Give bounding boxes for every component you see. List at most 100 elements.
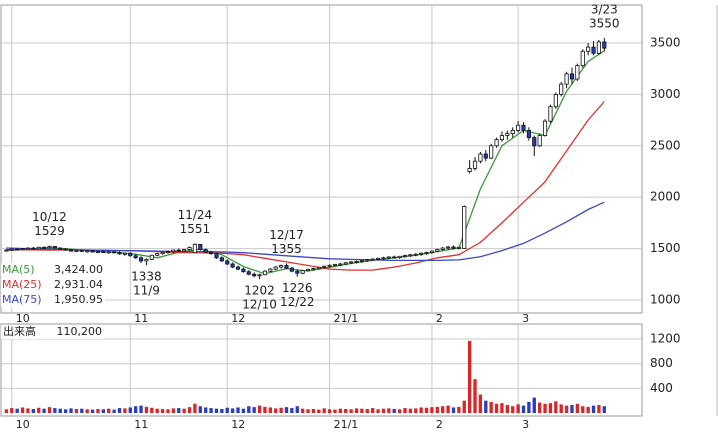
candle-body [273,266,278,270]
annotation-date: 12/10 [242,298,277,312]
candle-body [52,246,57,249]
candle-body [526,129,531,138]
candle-body [138,257,144,262]
volume-bar [63,409,68,413]
volume-tick-label: 800 [650,356,673,370]
volume-bar [317,409,321,413]
candle-body [74,250,79,252]
volume-title: 出来高 [3,324,36,338]
candle-body [499,135,505,141]
candle-body [58,247,63,250]
legend-box [1,278,105,292]
legend-box [1,293,105,307]
volume-bar [360,408,364,413]
candle-body [246,271,251,275]
annotation-date: 3/23 [591,2,618,16]
candle-body [203,249,208,253]
volume-bar [198,406,202,413]
volume-bar [543,403,547,413]
volume-bar [144,406,149,413]
candle-body [155,253,160,256]
volume-bar [478,394,483,413]
volume-bar [31,408,35,413]
volume-bar [133,406,138,413]
candle-body [31,247,36,250]
volume-bar [204,407,208,413]
volume-bar [42,408,46,413]
volume-bar [209,408,213,413]
volume-bar [20,407,25,413]
volume-bar [322,408,326,413]
candle-body [187,247,192,250]
volume-bar [247,406,251,413]
volume-bar [338,408,343,413]
volume-bar [354,408,359,413]
volume-bar [365,408,369,413]
candle-body [548,106,553,122]
legend-value: 2,931.04 [54,278,103,291]
candle-body [472,160,478,169]
volume-bar [554,401,558,413]
volume-bar [171,408,176,413]
candle-body [209,251,214,255]
candle-body [101,251,106,254]
candle-body [381,257,386,260]
volume-bar [241,408,246,413]
candle-body [451,246,456,249]
candle-body [338,263,343,266]
candle-body [149,254,154,260]
volume-bar [441,406,445,413]
volume-bar [107,408,111,413]
candle-body [300,270,305,274]
volume-bar [123,408,127,413]
candle-body [402,255,408,257]
volume-bar [575,403,580,413]
candle-body [25,247,31,250]
volume-bar [139,405,143,413]
volume-bar [371,408,375,413]
volume-bar [284,407,289,413]
y-tick-label: 2500 [650,138,681,152]
volume-bar [117,408,122,413]
candle-body [429,250,434,253]
candle-body [257,274,262,277]
candle-body [586,46,591,52]
volume-bar [462,400,466,413]
x-tick-label: 11 [134,418,148,431]
candle-body [456,246,461,249]
candle-body [327,264,332,267]
annotation-date: 11/9 [133,284,160,298]
volume-bar [344,408,348,413]
candle-body [176,249,181,252]
candle-body [262,270,268,276]
candle-body [192,244,197,254]
candle-body [397,255,402,259]
annotation-date: 12/17 [269,228,304,242]
candle-body [235,266,241,270]
volume-bar [581,406,585,413]
candle-body [15,248,20,251]
x-tick-label: 12 [231,418,245,431]
candle-body [85,250,90,253]
candle-body [171,249,176,253]
candle-body [440,247,445,250]
y-tick-label: 1000 [650,292,681,306]
x-tick-label: 21/1 [334,418,359,431]
legend-value: 1,950.95 [54,293,103,306]
volume-bar [279,407,283,413]
volume-bar [435,406,439,413]
annotation-value: 1551 [180,222,211,236]
annotation-date: 11/24 [178,208,213,222]
volume-bar [446,405,450,413]
candle-body [241,268,246,273]
candle-body [489,145,494,159]
candle-body [295,270,300,274]
volume-bar [457,406,461,413]
volume-bar [419,407,423,413]
volume-legend-box [1,325,104,339]
candle-body [4,249,9,252]
volume-bar [177,408,181,413]
candle-body [219,257,224,262]
